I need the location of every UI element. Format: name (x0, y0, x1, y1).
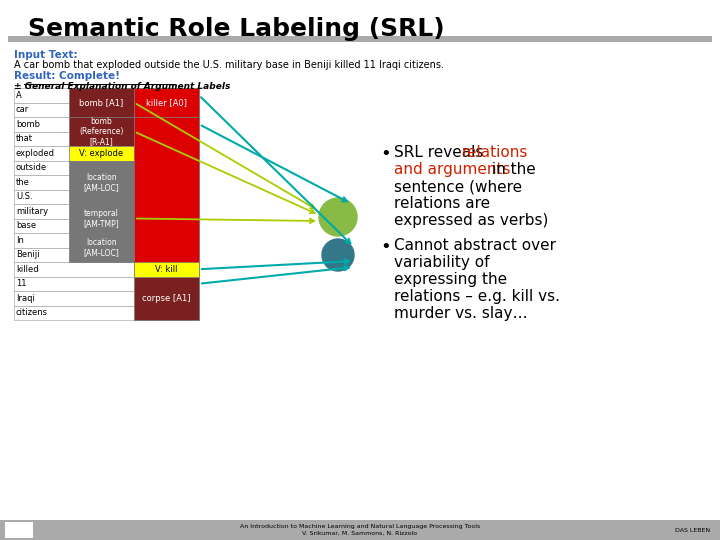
Bar (14, 233, 199, 247)
Bar (14, 291, 199, 306)
Bar (14, 103, 199, 117)
Text: Beniji: Beniji (16, 250, 40, 259)
Circle shape (322, 239, 354, 271)
Text: relations – e.g. kill vs.: relations – e.g. kill vs. (394, 289, 560, 304)
Text: ± General Explanation of Argument Labels: ± General Explanation of Argument Labels (14, 82, 230, 91)
Text: relations are: relations are (394, 196, 490, 211)
Bar (5, 522, 33, 538)
Bar (69, 233, 134, 262)
Bar (14, 146, 199, 160)
Text: Input Text:: Input Text: (14, 50, 78, 60)
Text: outside: outside (16, 163, 47, 172)
Bar (134, 276, 199, 320)
Bar (134, 117, 199, 276)
Bar (69, 146, 134, 160)
Text: bomb [A1]: bomb [A1] (79, 98, 124, 107)
Text: A car bomb that exploded outside the U.S. military base in Beniji killed 11 Iraq: A car bomb that exploded outside the U.S… (14, 60, 444, 70)
Text: expressed as verbs): expressed as verbs) (394, 213, 549, 228)
Text: the: the (16, 178, 30, 187)
Text: SRL reveals: SRL reveals (394, 145, 488, 160)
Bar (69, 117, 134, 146)
Bar (14, 190, 199, 204)
Text: Cannot abstract over: Cannot abstract over (394, 238, 556, 253)
Text: citizens: citizens (16, 308, 48, 317)
Bar (14, 132, 199, 146)
Text: exploded: exploded (16, 148, 55, 158)
Text: murder vs. slay…: murder vs. slay… (394, 306, 528, 321)
Text: base: base (16, 221, 36, 230)
Text: corpse [A1]: corpse [A1] (143, 294, 191, 303)
Bar (69, 204, 134, 233)
Text: bomb: bomb (16, 120, 40, 129)
Bar (14, 175, 199, 190)
Bar (69, 88, 134, 117)
Text: killed: killed (16, 265, 39, 274)
Text: Iraqi: Iraqi (16, 294, 35, 303)
Text: bomb
(Reference)
[R-A1]: bomb (Reference) [R-A1] (79, 117, 124, 146)
Text: •: • (380, 238, 391, 256)
Text: temporal
[AM-TMP]: temporal [AM-TMP] (84, 209, 120, 228)
Text: A: A (16, 91, 22, 100)
Text: Result: Complete!: Result: Complete! (14, 71, 120, 81)
Text: military: military (16, 207, 48, 216)
Text: V: explode: V: explode (79, 148, 124, 158)
Text: that: that (16, 134, 33, 143)
Bar (69, 160, 134, 204)
Text: location
[AM-LOC]: location [AM-LOC] (84, 238, 120, 257)
Bar (14, 219, 199, 233)
Text: •: • (380, 145, 391, 163)
Text: An Introduction to Machine Learning and Natural Language Processing Tools
V. Sri: An Introduction to Machine Learning and … (240, 524, 480, 536)
Text: location
[AM-LOC]: location [AM-LOC] (84, 173, 120, 192)
Text: in the: in the (487, 162, 536, 177)
Bar (14, 262, 199, 276)
Circle shape (319, 198, 357, 236)
Text: variability of: variability of (394, 255, 490, 270)
Text: killer [A0]: killer [A0] (146, 98, 187, 107)
Bar (134, 88, 199, 117)
Text: Semantic Role Labeling (SRL): Semantic Role Labeling (SRL) (28, 17, 445, 41)
Text: sentence (where: sentence (where (394, 179, 522, 194)
Bar (14, 247, 199, 262)
Bar (8, 36, 712, 42)
Text: In: In (16, 236, 24, 245)
Bar (14, 306, 199, 320)
Bar (14, 88, 199, 103)
Text: and arguments: and arguments (394, 162, 510, 177)
Bar (14, 117, 199, 132)
Bar (14, 204, 199, 219)
Text: 11: 11 (16, 279, 27, 288)
Bar (14, 160, 199, 175)
Bar (14, 276, 199, 291)
Text: relations: relations (462, 145, 528, 160)
Text: expressing the: expressing the (394, 272, 507, 287)
Bar (134, 262, 199, 276)
Text: car: car (16, 105, 30, 114)
Text: V: kill: V: kill (156, 265, 178, 274)
Text: DAS LEBEN: DAS LEBEN (675, 528, 710, 532)
Bar (0, 520, 720, 540)
Text: U.S.: U.S. (16, 192, 32, 201)
